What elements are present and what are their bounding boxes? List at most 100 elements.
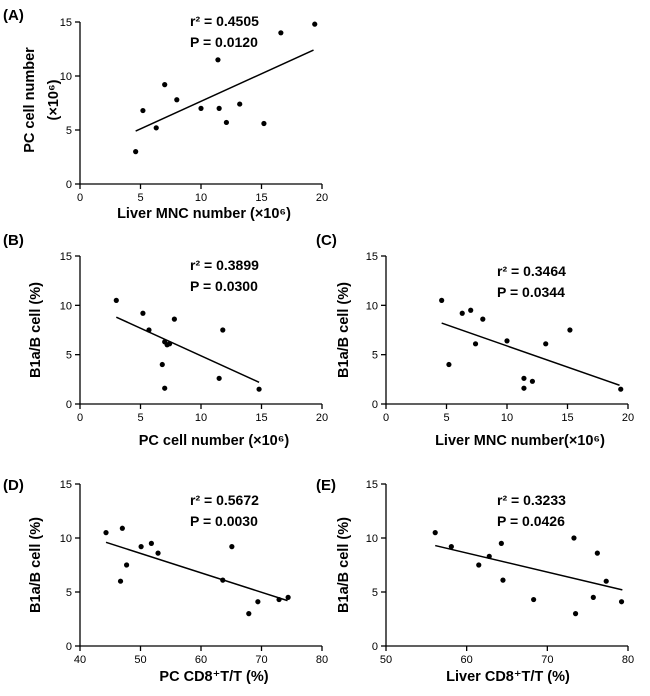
x-tick-label: 20 — [316, 192, 328, 204]
y-tick-label: 0 — [372, 641, 378, 653]
r-squared-label: r² = 0.5672 — [190, 492, 259, 508]
y-tick-label: 0 — [372, 399, 378, 411]
data-point — [256, 386, 262, 392]
y-axis-unit-label: (×10⁶) — [46, 79, 62, 120]
data-point — [103, 530, 109, 536]
x-tick-label: 0 — [383, 412, 389, 424]
r-squared-label: r² = 0.3899 — [190, 257, 259, 273]
x-tick-label: 5 — [137, 192, 143, 204]
data-point — [603, 578, 609, 584]
x-tick-label: 15 — [255, 412, 267, 424]
data-point — [432, 530, 438, 536]
data-point — [439, 297, 445, 303]
x-tick-label: 80 — [622, 654, 634, 666]
data-point — [113, 297, 119, 303]
x-tick-label: 15 — [255, 192, 267, 204]
data-point — [153, 125, 159, 131]
data-point — [140, 310, 146, 316]
data-point — [498, 540, 504, 547]
data-point — [448, 544, 454, 550]
y-tick-label: 5 — [372, 587, 378, 599]
r-squared-label: r² = 0.4505 — [190, 13, 259, 29]
p-value-label: P = 0.0426 — [497, 513, 565, 529]
data-point — [255, 599, 261, 605]
y-tick-label: 15 — [366, 251, 378, 263]
data-point — [148, 540, 154, 547]
data-point — [594, 550, 600, 556]
data-point — [486, 553, 492, 559]
regression-line — [105, 541, 288, 602]
data-point — [229, 544, 235, 550]
y-tick-label: 15 — [366, 479, 378, 491]
data-point — [472, 341, 479, 347]
y-tick-label: 0 — [66, 399, 72, 411]
data-point — [476, 562, 482, 568]
panel-b: 0 5 10 15 0 5 10 15 20 (B) r² = 0.3899 P = 0.0300 PC… — [3, 232, 328, 449]
data-point — [468, 307, 474, 313]
x-tick-label: 15 — [561, 412, 573, 424]
data-point — [618, 386, 624, 392]
x-tick-label: 70 — [255, 654, 267, 666]
x-tick-label: 50 — [380, 654, 392, 666]
data-point — [223, 119, 230, 126]
p-value-label: P = 0.0344 — [497, 284, 565, 300]
x-axis-label: Liver MNC number(×10⁶) — [435, 433, 605, 449]
panel-e: 0 5 10 15 50 60 70 80 (E) r² = 0.3233 P = 0.0426 Li… — [316, 477, 634, 685]
data-point — [171, 316, 177, 322]
data-point — [166, 341, 173, 347]
x-tick-label: 20 — [316, 412, 328, 424]
y-tick-label: 15 — [60, 17, 72, 29]
data-point — [531, 596, 537, 603]
data-point — [567, 327, 573, 333]
data-point — [276, 596, 282, 603]
y-tick-label: 5 — [372, 350, 378, 362]
data-point — [159, 361, 165, 368]
data-point — [618, 599, 625, 605]
data-point — [521, 375, 527, 381]
regression-line — [115, 316, 260, 383]
regression-line — [441, 322, 620, 386]
panel-label: (A) — [3, 7, 24, 24]
data-point — [174, 97, 180, 103]
data-point — [237, 101, 243, 107]
y-tick-label: 0 — [66, 641, 72, 653]
panel-label: (E) — [316, 477, 336, 494]
data-point — [500, 577, 506, 583]
y-tick-label: 10 — [60, 300, 72, 312]
data-point — [480, 316, 486, 322]
y-tick-label: 0 — [66, 179, 72, 191]
panel-label: (D) — [3, 477, 24, 494]
y-axis-label: B1a/B cell (%) — [28, 517, 44, 613]
regression-line — [435, 544, 623, 591]
x-axis-label: PC CD8⁺T/T (%) — [159, 669, 268, 685]
panel-label: (B) — [3, 232, 24, 249]
x-axis-label: Liver CD8⁺T/T (%) — [446, 669, 570, 685]
p-value-label: P = 0.0120 — [190, 34, 258, 50]
regression-line — [135, 49, 314, 132]
data-point — [162, 82, 168, 88]
y-tick-label: 10 — [366, 300, 378, 312]
data-point — [216, 105, 222, 111]
p-value-label: P = 0.0300 — [190, 278, 258, 294]
y-axis-label: B1a/B cell (%) — [336, 517, 352, 613]
x-tick-label: 10 — [501, 412, 513, 424]
x-tick-label: 10 — [195, 192, 207, 204]
x-axis-label: PC cell number (×10⁶) — [139, 433, 290, 449]
data-point — [140, 107, 146, 114]
data-point — [285, 594, 291, 601]
x-axis-label: Liver MNC number (×10⁶) — [117, 206, 291, 222]
data-point — [133, 149, 139, 155]
x-tick-label: 70 — [541, 654, 553, 666]
y-axis-label: B1a/B cell (%) — [336, 282, 352, 378]
data-point — [590, 594, 596, 601]
x-tick-label: 60 — [195, 654, 207, 666]
y-tick-label: 15 — [60, 251, 72, 263]
data-point — [543, 341, 549, 347]
data-point — [312, 21, 318, 27]
y-tick-label: 15 — [60, 479, 72, 491]
data-point — [215, 57, 221, 63]
panel-label: (C) — [316, 232, 337, 249]
y-tick-label: 10 — [366, 533, 378, 545]
data-point — [571, 535, 577, 541]
x-tick-label: 0 — [77, 412, 83, 424]
